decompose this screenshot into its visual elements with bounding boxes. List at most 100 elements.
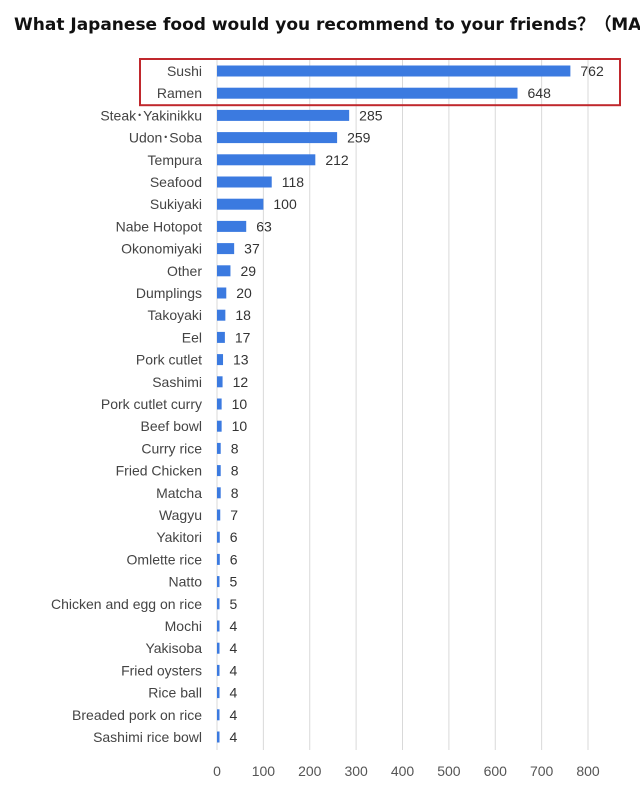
bar <box>217 531 220 543</box>
value-label: 8 <box>231 463 239 479</box>
bar <box>217 243 235 255</box>
bar <box>217 598 220 610</box>
bar <box>217 731 220 743</box>
category-label: Chicken and egg on rice <box>51 596 202 612</box>
value-label: 18 <box>235 307 251 323</box>
category-label: Takoyaki <box>148 307 202 323</box>
bar <box>217 465 221 477</box>
value-label: 259 <box>347 130 371 146</box>
bar <box>217 132 338 144</box>
value-label: 5 <box>230 574 238 590</box>
value-label: 6 <box>230 529 238 545</box>
category-label: Sashimi <box>152 374 202 390</box>
bar <box>217 220 247 232</box>
category-label: Mochi <box>165 618 202 634</box>
category-label: Eel <box>182 329 202 345</box>
category-label: Rice ball <box>148 685 202 701</box>
bar <box>217 109 350 121</box>
category-label: Dumplings <box>136 285 202 301</box>
category-label: Beef bowl <box>141 418 202 434</box>
bar <box>217 709 220 721</box>
value-label: 8 <box>231 485 239 501</box>
category-label: Ramen <box>157 85 202 101</box>
value-label: 4 <box>230 707 238 723</box>
category-label: Udon･Soba <box>129 130 202 146</box>
highlight-box <box>139 58 621 107</box>
x-tick-label: 800 <box>576 763 600 779</box>
x-tick-label: 500 <box>437 763 461 779</box>
value-label: 63 <box>256 218 272 234</box>
bar <box>217 176 272 188</box>
bar <box>217 287 227 299</box>
value-label: 4 <box>230 685 238 701</box>
bar <box>217 354 224 366</box>
value-label: 4 <box>230 729 238 745</box>
bar <box>217 398 222 410</box>
category-label: Sushi <box>167 63 202 79</box>
bars <box>217 65 571 743</box>
value-label: 4 <box>230 618 238 634</box>
bar <box>217 664 220 676</box>
bar <box>217 620 220 632</box>
category-label: Sashimi rice bowl <box>93 729 202 745</box>
value-label: 37 <box>244 241 260 257</box>
x-tick-label: 300 <box>344 763 368 779</box>
value-label: 17 <box>235 329 251 345</box>
category-label: Omlette rice <box>127 551 203 567</box>
value-label: 13 <box>233 352 249 368</box>
value-label: 8 <box>231 440 239 456</box>
x-tick-label: 400 <box>391 763 415 779</box>
category-label: Fried oysters <box>121 662 202 678</box>
category-label: Fried Chicken <box>116 463 202 479</box>
category-label: Okonomiyaki <box>121 241 202 257</box>
value-label: 29 <box>240 263 256 279</box>
value-label: 5 <box>230 596 238 612</box>
category-label: Wagyu <box>159 507 202 523</box>
value-label: 100 <box>273 196 297 212</box>
bar <box>217 642 220 654</box>
chart-title: What Japanese food would you recommend t… <box>14 15 640 35</box>
bar <box>217 509 221 521</box>
value-label: 10 <box>232 418 248 434</box>
category-label: Other <box>167 263 202 279</box>
category-labels: Sushi Ramen Steak･Yakinikku Udon･Soba Tempur… <box>51 63 202 745</box>
category-label: Pork cutlet <box>136 352 202 368</box>
x-tick-label: 200 <box>298 763 322 779</box>
bar <box>217 87 518 99</box>
category-label: Tempura <box>148 152 203 168</box>
x-tick-label: 100 <box>252 763 276 779</box>
bar <box>217 265 231 277</box>
bar <box>217 198 264 210</box>
value-label: 10 <box>232 396 248 412</box>
bar <box>217 331 225 343</box>
value-label: 20 <box>236 285 252 301</box>
value-label: 212 <box>325 152 349 168</box>
value-label: 4 <box>230 662 238 678</box>
x-axis-tick-labels: 0 100 200 300 400 500 600 700 800 <box>213 763 600 779</box>
category-label: Sukiyaki <box>150 196 202 212</box>
bar <box>217 376 223 388</box>
value-label: 6 <box>230 551 238 567</box>
bar <box>217 687 220 699</box>
bar <box>217 420 222 432</box>
bar <box>217 487 221 499</box>
bar <box>217 65 571 77</box>
value-label: 118 <box>282 174 305 190</box>
category-label: Natto <box>169 574 203 590</box>
category-label: Breaded pork on rice <box>72 707 202 723</box>
value-labels: 7626482852592121181006337292018171312101… <box>230 63 604 745</box>
category-label: Yakisoba <box>145 640 202 656</box>
value-label: 648 <box>528 85 552 101</box>
category-label: Pork cutlet curry <box>101 396 202 412</box>
category-label: Nabe Hotopot <box>116 218 203 234</box>
bar <box>217 576 220 588</box>
x-tick-label: 600 <box>484 763 508 779</box>
value-label: 7 <box>230 507 238 523</box>
category-label: Steak･Yakinikku <box>100 107 202 123</box>
x-tick-label: 700 <box>530 763 554 779</box>
value-label: 4 <box>230 640 238 656</box>
category-label: Yakitori <box>156 529 202 545</box>
bar <box>217 553 220 565</box>
bar <box>217 309 226 321</box>
